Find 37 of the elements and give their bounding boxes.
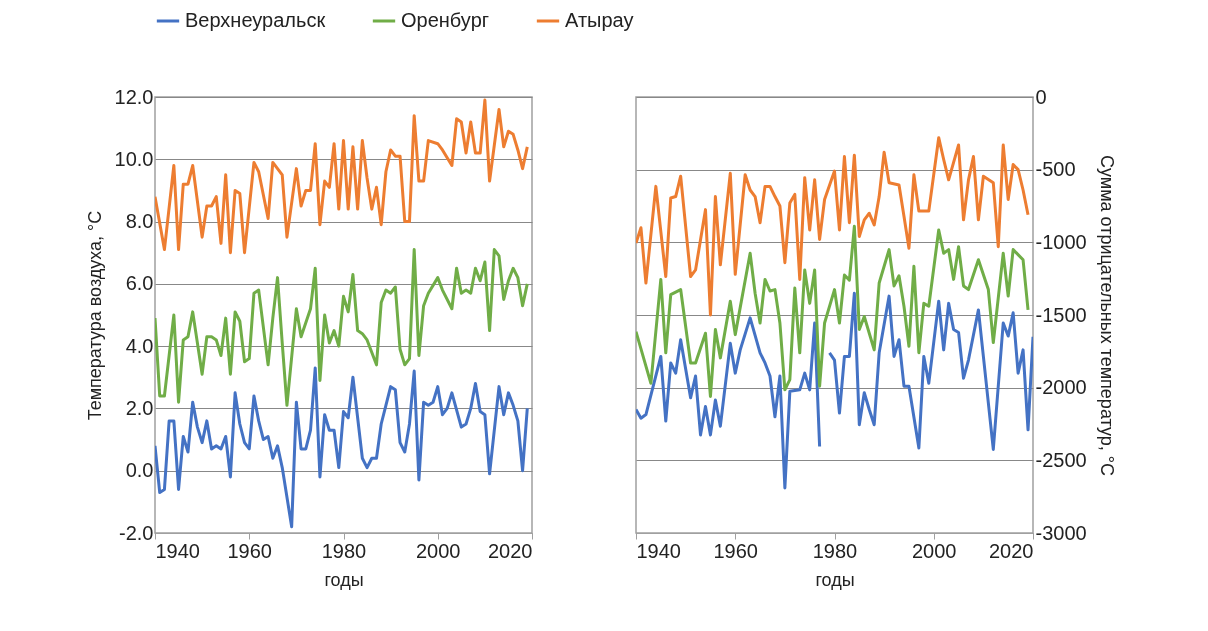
- y2-tick-label: 0: [1035, 85, 1047, 108]
- legend-label: Атырау: [565, 9, 634, 31]
- y2-axis-title: Сумма отрицательных температур, °C: [1096, 155, 1117, 476]
- x-axis-title: годы: [324, 569, 364, 590]
- x-tick-label: 1960: [227, 539, 272, 562]
- line-series: [636, 224, 1030, 398]
- line-series: [155, 366, 529, 529]
- y-tick-label: 2.0: [125, 396, 154, 419]
- y-tick-label: 0.0: [125, 459, 154, 482]
- y-tick-label: 10.0: [114, 147, 154, 170]
- x-tick-label: 1940: [155, 539, 200, 562]
- line-series: [155, 98, 529, 255]
- y-tick-label: 4.0: [125, 334, 154, 357]
- y-axis-title: Температура воздуха, °C: [84, 210, 105, 421]
- x-tick-label: 1960: [713, 539, 758, 562]
- x-tick-label: 1980: [321, 539, 367, 562]
- y-tick-label: 8.0: [125, 210, 154, 233]
- y-tick-label: 12.0: [114, 85, 154, 108]
- y2-tick-label: -2000: [1035, 376, 1087, 399]
- line-series: [636, 136, 1030, 317]
- x-tick-label: 2000: [416, 539, 461, 562]
- x-tick-label: 2020: [488, 539, 533, 562]
- y2-tick-label: -500: [1035, 158, 1076, 181]
- x-axis-title: годы: [815, 569, 855, 590]
- line-series: [155, 248, 529, 407]
- y-tick-label: -2.0: [119, 521, 154, 544]
- legend-label: Оренбург: [401, 9, 490, 31]
- legend-label: Верхнеуральск: [185, 9, 326, 31]
- x-tick-label: 2000: [912, 539, 957, 562]
- y-tick-label: 6.0: [125, 272, 154, 295]
- y2-tick-label: -1500: [1035, 303, 1087, 326]
- x-tick-label: 1980: [812, 539, 858, 562]
- x-tick-label: 1940: [636, 539, 681, 562]
- y2-tick-label: -3000: [1035, 521, 1087, 544]
- y2-tick-label: -1000: [1035, 230, 1087, 253]
- y2-tick-label: -2500: [1035, 448, 1087, 471]
- x-tick-label: 2020: [989, 539, 1034, 562]
